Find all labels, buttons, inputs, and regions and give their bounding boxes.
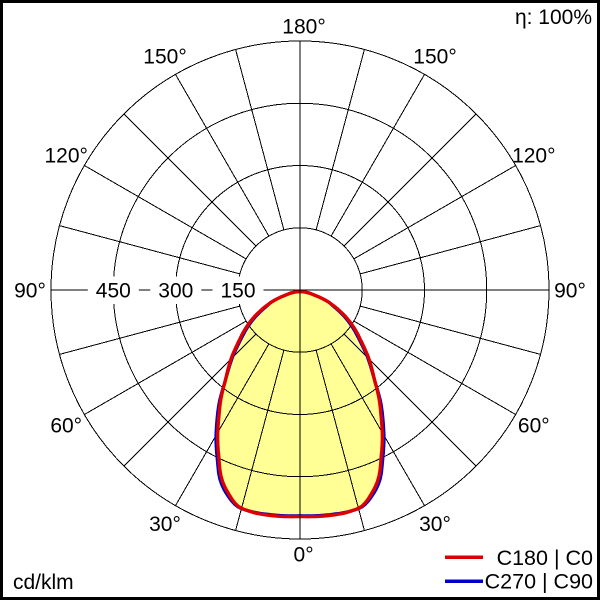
svg-text:0°: 0° (294, 544, 314, 567)
svg-text:60°: 60° (518, 414, 550, 437)
svg-text:120°: 120° (512, 144, 555, 167)
svg-text:180°: 180° (282, 16, 325, 39)
svg-text:η: 100%: η: 100% (515, 6, 592, 29)
svg-text:90°: 90° (554, 279, 586, 302)
svg-text:C180 | C0: C180 | C0 (497, 546, 593, 570)
svg-text:300: 300 (158, 279, 193, 302)
svg-text:30°: 30° (419, 513, 451, 536)
svg-text:cd/klm: cd/klm (13, 571, 74, 594)
svg-text:C270 | C90: C270 | C90 (485, 570, 593, 594)
svg-text:450: 450 (96, 279, 131, 302)
svg-text:150: 150 (220, 279, 255, 302)
svg-text:90°: 90° (14, 279, 46, 302)
svg-text:60°: 60° (50, 414, 82, 437)
svg-text:150°: 150° (143, 46, 186, 69)
svg-text:30°: 30° (149, 513, 181, 536)
svg-text:150°: 150° (413, 46, 456, 69)
svg-text:120°: 120° (44, 144, 87, 167)
